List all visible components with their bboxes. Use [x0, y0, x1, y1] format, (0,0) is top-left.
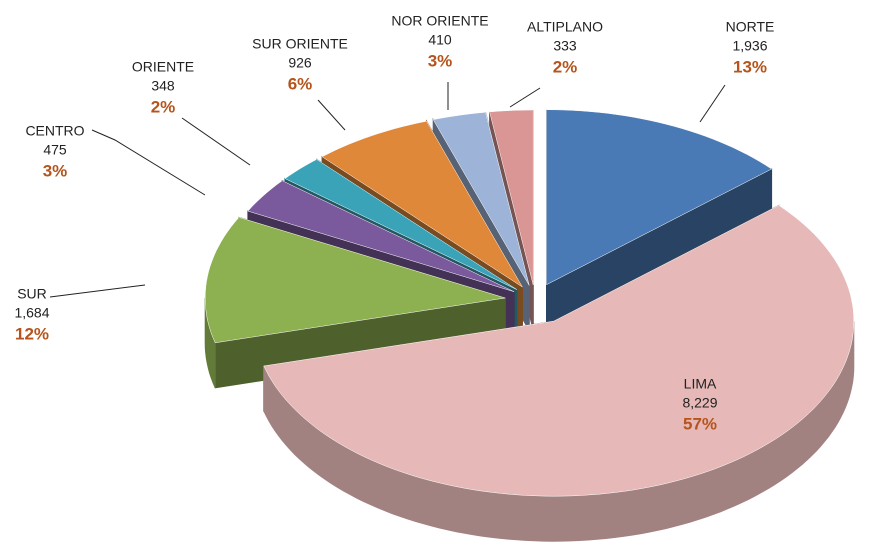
percent-label: 12% — [15, 324, 49, 343]
value-label: 926 — [288, 55, 312, 71]
leader-line — [699, 84, 726, 123]
leader-line — [181, 117, 251, 166]
value-label: 348 — [151, 78, 175, 94]
slice — [432, 112, 530, 286]
percent-label: 13% — [733, 57, 767, 76]
category-label: SUR ORIENTE — [252, 36, 348, 52]
category-label: NOR ORIENTE — [391, 13, 488, 29]
value-label: 475 — [43, 142, 67, 158]
value-label: 8,229 — [682, 395, 717, 411]
slice — [546, 109, 773, 286]
slice — [204, 217, 506, 344]
slice — [546, 109, 773, 331]
percent-label: 6% — [288, 74, 313, 93]
value-label: 410 — [428, 32, 452, 48]
slice — [263, 204, 855, 542]
percent-label: 2% — [553, 57, 578, 76]
value-label: 1,936 — [732, 38, 767, 54]
value-label: 1,684 — [14, 305, 49, 321]
slice — [263, 205, 855, 497]
leader-line — [317, 99, 346, 131]
leader-line — [91, 129, 206, 196]
pie — [204, 109, 855, 542]
category-label: CENTRO — [25, 123, 84, 139]
category-label: NORTE — [726, 19, 775, 35]
percent-label: 2% — [151, 97, 176, 116]
slice — [489, 109, 534, 286]
leader-line — [509, 87, 541, 108]
category-label: LIMA — [684, 376, 717, 392]
slice — [284, 159, 518, 290]
slice — [247, 180, 515, 292]
labels: NORTE 1,936 13% LIMA 8,229 57% SUR 1,684 12% CENT… — [14, 13, 774, 434]
slice — [321, 120, 523, 288]
percent-label: 57% — [683, 414, 717, 433]
category-label: SUR — [17, 286, 47, 302]
percent-label: 3% — [43, 161, 68, 180]
category-label: ALTIPLANO — [527, 19, 603, 35]
category-label: ORIENTE — [132, 59, 194, 75]
value-label: 333 — [553, 38, 577, 54]
percent-label: 3% — [428, 51, 453, 70]
leader-line — [49, 284, 146, 298]
